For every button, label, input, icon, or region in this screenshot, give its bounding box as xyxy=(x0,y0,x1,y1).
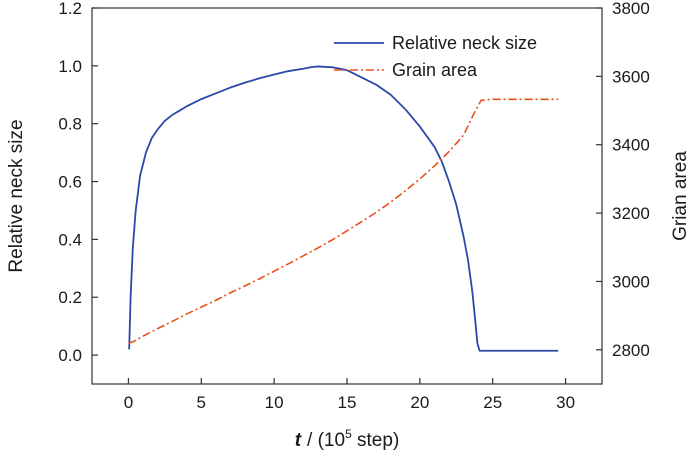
y-tick-label: 1.2 xyxy=(58,0,82,18)
y2-tick-label: 3400 xyxy=(612,136,650,155)
x-axis-title-suffix: step) xyxy=(352,430,400,451)
x-tick-label: 0 xyxy=(124,393,133,412)
y-tick-label: 1.0 xyxy=(58,57,82,76)
y-axis-left: 0.0 0.2 0.4 0.6 0.8 1.0 1.2 xyxy=(58,0,98,365)
y-tick-label: 0.4 xyxy=(58,230,82,249)
x-tick-label: 10 xyxy=(265,393,284,412)
x-axis: 0 5 10 15 20 25 30 xyxy=(124,378,575,412)
y2-tick-label: 3600 xyxy=(612,67,650,86)
x-axis-title-symbol: t xyxy=(295,430,302,451)
y-tick-label: 0.6 xyxy=(58,173,82,192)
y2-tick-label: 2800 xyxy=(612,341,650,360)
series-line-grain-area xyxy=(128,98,559,344)
y-tick-label: 0.2 xyxy=(58,288,82,307)
x-axis-title-exponent: 5 xyxy=(345,427,352,441)
y-tick-label: 0.8 xyxy=(58,115,82,134)
y2-tick-label: 3200 xyxy=(612,204,650,223)
y2-tick-label: 3000 xyxy=(612,272,650,291)
legend-label: Grain area xyxy=(392,60,478,80)
x-tick-label: 15 xyxy=(338,393,357,412)
y-axis-title: Relative neck size xyxy=(6,119,27,272)
x-axis-title-prefix: / (10 xyxy=(307,430,345,451)
y-tick-label: 0.0 xyxy=(58,346,82,365)
y-axis-right: 2800 3000 3200 3400 3600 3800 xyxy=(596,0,650,360)
legend: Relative neck size Grain area xyxy=(334,33,537,80)
legend-label: Relative neck size xyxy=(392,33,537,53)
x-tick-label: 25 xyxy=(483,393,502,412)
x-tick-label: 5 xyxy=(197,393,206,412)
y2-tick-label: 3800 xyxy=(612,0,650,18)
x-tick-label: 20 xyxy=(410,393,429,412)
x-tick-label: 30 xyxy=(556,393,575,412)
series-layer xyxy=(128,65,559,352)
y2-axis-title: Grian area xyxy=(670,151,691,241)
plot-frame xyxy=(91,7,603,385)
series-line-neck-size xyxy=(128,65,559,352)
x-axis-title: t / (105 step) xyxy=(295,427,400,451)
